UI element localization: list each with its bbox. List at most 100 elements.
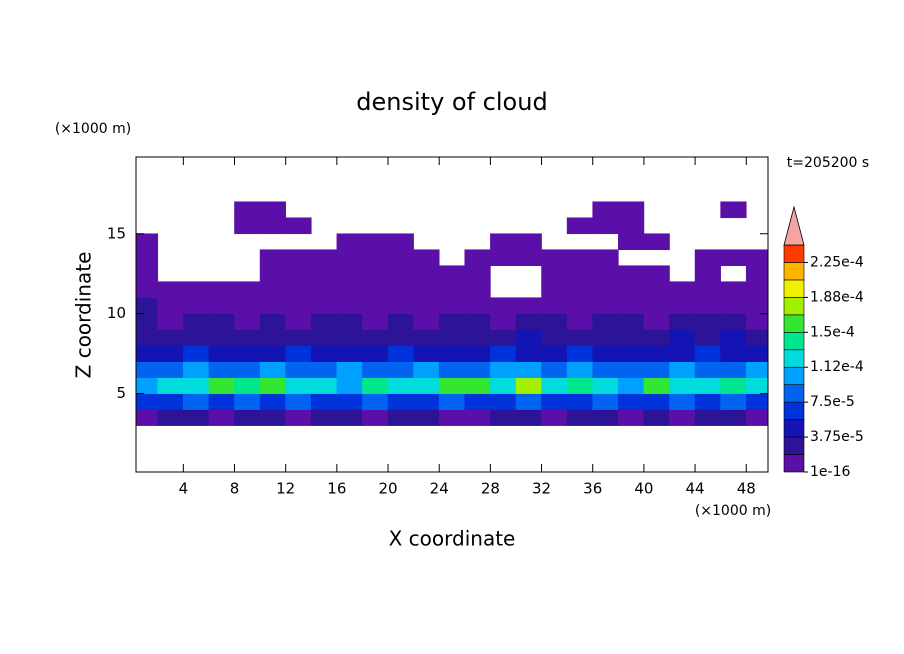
contour-cell (566, 313, 594, 330)
contour-cell (694, 265, 721, 283)
plot-frame (135, 156, 769, 473)
contour-cell (720, 281, 747, 299)
contour-cell (618, 409, 645, 426)
x-label: X coordinate (389, 527, 516, 551)
contour-cell (541, 281, 568, 299)
contour-cell (464, 329, 491, 346)
contour-cell (234, 393, 261, 410)
contour-cell (745, 345, 768, 362)
contour-cell (157, 393, 184, 410)
contour-cell (183, 361, 210, 378)
contour-cell (183, 409, 210, 426)
contour-cell (643, 281, 670, 299)
contour-cell (464, 265, 491, 283)
contour-cell (643, 409, 670, 426)
y-unit: (×1000 m) (55, 121, 131, 137)
contour-cell (464, 377, 491, 394)
contour-cell (136, 345, 159, 362)
contour-cell (592, 297, 619, 315)
contour-cell (336, 313, 363, 330)
colorbar-band (783, 436, 805, 455)
contour-cell (618, 361, 645, 378)
contour-cell (336, 329, 363, 346)
contour-cell (745, 297, 768, 315)
contour-cell (336, 409, 363, 426)
contour-cell (669, 409, 696, 426)
contour-cell (285, 393, 312, 410)
contour-cell (464, 345, 491, 362)
contour-cell (136, 361, 159, 378)
contour-cell (157, 377, 184, 394)
contour-cell (566, 409, 594, 426)
contour-cell (745, 249, 768, 267)
contour-cell (362, 345, 389, 362)
contour-cell (157, 297, 184, 315)
contour-cell (438, 377, 466, 394)
colorbar-band (783, 454, 805, 473)
contour-cell (541, 297, 568, 315)
contour-cell (592, 409, 619, 426)
contour-cell (694, 281, 721, 299)
contour-cell (362, 361, 389, 378)
contour-cell (618, 217, 645, 235)
contour-cell (362, 393, 389, 410)
contour-cell (720, 297, 747, 315)
contour-cell (694, 377, 721, 394)
contour-cell (234, 297, 261, 315)
contour-cell (413, 281, 440, 299)
contour-cell (336, 297, 363, 315)
colorbar-tick-label: 1.12e-4 (810, 359, 864, 375)
contour-cell (387, 313, 414, 330)
contour-cell (694, 393, 721, 410)
colorbar-band (783, 332, 805, 351)
contour-cell (208, 377, 235, 394)
contour-cell (490, 361, 517, 378)
colorbar-tick-label: 2.25e-4 (810, 254, 864, 270)
contour-cell (694, 313, 721, 330)
contour-cell (310, 281, 338, 299)
contour-cell (208, 281, 235, 299)
contour-cell (285, 361, 312, 378)
contour-cell (566, 329, 594, 346)
contour-cell (336, 393, 363, 410)
colorbar-band (783, 244, 805, 263)
contour-cell (464, 281, 491, 299)
contour-cell (336, 361, 363, 378)
contour-cell (234, 345, 261, 362)
x-tick-label: 24 (430, 480, 449, 498)
colorbar-extend (783, 205, 805, 246)
contour-cell (285, 377, 312, 394)
colorbar-band (783, 297, 805, 316)
contour-cell (208, 361, 235, 378)
contour-cell (438, 393, 466, 410)
contour-cell (490, 345, 517, 362)
contour-cell (387, 233, 414, 251)
contour-cell (566, 265, 594, 283)
colorbar-band (783, 262, 805, 281)
contour-cell (413, 297, 440, 315)
contour-cell (490, 249, 517, 267)
contour-cell (643, 233, 670, 251)
contour-cell (136, 329, 159, 346)
contour-cell (336, 249, 363, 267)
contour-cell (310, 377, 338, 394)
time-annotation: t=205200 s (787, 155, 869, 171)
contour-field (136, 201, 768, 426)
contour-cell (438, 409, 466, 426)
contour-cell (745, 329, 768, 346)
contour-cell (208, 409, 235, 426)
contour-cell (438, 345, 466, 362)
contour-cell (720, 361, 747, 378)
contour-cell (183, 345, 210, 362)
contour-cell (515, 313, 542, 330)
contour-cell (183, 297, 210, 315)
chart-title: density of cloud (356, 88, 547, 116)
contour-cell (413, 249, 440, 267)
contour-cell (490, 313, 517, 330)
contour-cell (566, 345, 594, 362)
contour-cell (515, 233, 542, 251)
contour-cell (669, 361, 696, 378)
contour-cell (362, 313, 389, 330)
contour-cell (618, 393, 645, 410)
contour-cell (259, 377, 286, 394)
